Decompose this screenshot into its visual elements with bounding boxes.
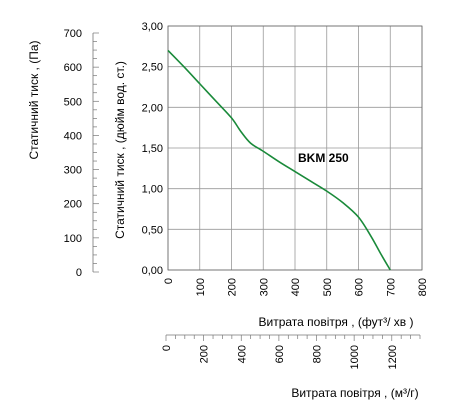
m3h-axis: 0 200 400 600 800 1000 1200 — [161, 334, 421, 369]
x-tick-label: 0 — [163, 278, 175, 284]
x-tick-label: 600 — [354, 278, 366, 296]
x-tick-label: 700 — [385, 278, 397, 296]
pa-tick-label: 0 — [76, 267, 82, 279]
pa-tick-label: 300 — [64, 165, 82, 177]
pa-tick-label: 700 — [64, 28, 82, 40]
secondary-y-axis-title: Статичний тиск , (Па) — [27, 40, 41, 159]
y-tick-label: 2,00 — [142, 102, 163, 114]
pa-tick-label: 500 — [64, 96, 82, 108]
grid — [167, 25, 423, 271]
series-layer — [167, 49, 391, 271]
pa-tick-label: 400 — [64, 130, 82, 142]
y-tick-label: 3,00 — [142, 21, 163, 33]
x-tick-label: 800 — [417, 278, 429, 296]
y-axis-title: Статичний тиск , (дюйм вод. ст.) — [113, 61, 127, 239]
x-axis-title: Витрата повітря , (фут³/ хв ) — [258, 315, 413, 329]
tick-labels: 0 100 200 300 400 500 600 700 800 0,00 0,50 1,00 1,5… — [142, 21, 429, 296]
m3h-tick-label: 600 — [274, 345, 286, 363]
m3h-tick-label: 1000 — [349, 345, 361, 369]
y-tick-label: 2,50 — [142, 62, 163, 74]
m3h-tick-label: 800 — [312, 345, 324, 363]
y-tick-label: 1,00 — [142, 184, 163, 196]
series-line — [167, 49, 391, 271]
y-tick-label: 1,50 — [142, 143, 163, 155]
secondary-x-axis-title: Витрата повітря , (м³/г) — [291, 386, 418, 400]
x-tick-label: 200 — [227, 278, 239, 296]
x-tick-label: 100 — [195, 278, 207, 296]
pa-tick-label: 200 — [64, 199, 82, 211]
x-tick-label: 500 — [322, 278, 334, 296]
series-label: BKM 250 — [298, 151, 349, 165]
y-tick-label: 0,50 — [142, 224, 163, 236]
m3h-tick-label: 400 — [236, 345, 248, 363]
pa-axis: 0 100 200 300 400 500 600 700 — [64, 28, 99, 279]
x-tick-label: 400 — [290, 278, 302, 296]
m3h-tick-label: 200 — [199, 345, 211, 363]
x-tick-label: 300 — [258, 278, 270, 296]
y-tick-label: 0,00 — [142, 265, 163, 277]
m3h-tick-label: 0 — [161, 345, 173, 351]
plot-frame — [167, 25, 423, 271]
pa-tick-label: 100 — [64, 233, 82, 245]
pa-tick-label: 600 — [64, 62, 82, 74]
m3h-tick-label: 1200 — [387, 345, 399, 369]
